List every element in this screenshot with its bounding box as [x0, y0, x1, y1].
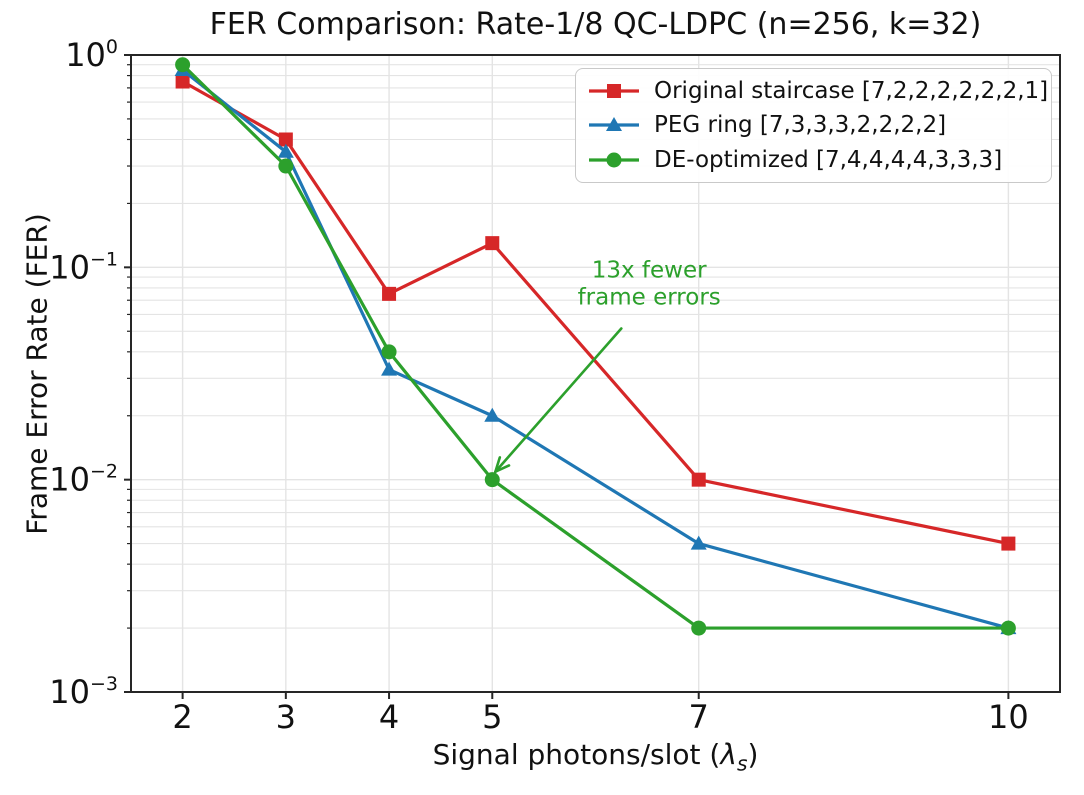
data-point-marker [277, 143, 294, 158]
series-line [181, 63, 1010, 630]
x-axis-label: Signal photons/slot (λs) [131, 738, 1060, 776]
data-point-marker [175, 74, 190, 89]
data-point-marker [485, 236, 500, 251]
legend-label: DE-optimized [7,4,4,4,4,3,3,3] [654, 146, 1003, 173]
series-line [181, 68, 1010, 630]
y-axis-label: Frame Error Rate (FER) [20, 213, 54, 535]
x-tick-label: 5 [482, 698, 502, 736]
legend-label: Original staircase [7,2,2,2,2,2,2,1] [654, 78, 1049, 105]
x-tick-label: 10 [988, 698, 1029, 736]
legend-label: PEG ring [7,3,3,3,2,2,2,2] [654, 112, 947, 139]
y-tick-label: 100 [65, 36, 118, 74]
axes-spines [130, 54, 1061, 693]
series-square [175, 74, 1016, 551]
data-point-marker [691, 620, 707, 636]
legend-item: Original staircase [7,2,2,2,2,2,2,1] [585, 78, 1048, 104]
series-line [181, 79, 1010, 546]
data-point-marker [691, 472, 706, 487]
data-point-marker [278, 132, 293, 147]
y-tick-label: 10−1 [49, 248, 118, 286]
lambda-symbol: λ [720, 738, 737, 771]
y-tick-label: 10−3 [49, 673, 118, 711]
data-point-marker [382, 286, 397, 301]
data-point-marker [484, 407, 501, 422]
data-point-marker [690, 535, 707, 550]
legend-sample-marker [607, 84, 621, 99]
data-point-marker [1001, 536, 1016, 551]
data-point-marker [484, 472, 500, 488]
annotation-text: 13x fewer [592, 258, 707, 284]
x-tick-label: 7 [689, 698, 709, 736]
x-tick-label: 3 [276, 698, 296, 736]
y-tick-label: 10−2 [49, 461, 118, 499]
x-axis-label-prefix: Signal photons/slot ( [432, 738, 721, 771]
legend-item: DE-optimized [7,4,4,4,4,3,3,3] [585, 147, 1043, 173]
legend-sample-marker [606, 152, 622, 168]
legend: Original staircase [7,2,2,2,2,2,2,1] PEG… [575, 68, 1052, 183]
x-tick-label: 4 [379, 698, 399, 736]
x-tick-label: 2 [172, 698, 192, 736]
x-axis-label-suffix: ) [747, 738, 759, 771]
data-point-marker [1000, 620, 1016, 636]
data-point-marker [381, 361, 398, 376]
data-point-marker [381, 344, 397, 360]
legend-line-sample [589, 84, 639, 99]
data-point-marker [175, 57, 191, 73]
legend-line-sample [589, 117, 639, 132]
annotation-arrow-head [494, 464, 511, 474]
series-circle [175, 57, 1016, 636]
chart-title: FER Comparison: Rate-1/8 QC-LDPC (n=256,… [209, 7, 982, 42]
annotation-arrow-shaft [494, 327, 623, 474]
annotation-arrow-head [494, 456, 502, 474]
legend-line-sample [589, 152, 639, 168]
lambda-subscript: s [736, 751, 748, 776]
data-point-marker [278, 158, 294, 174]
legend-item: PEG ring [7,3,3,3,2,2,2,2] [585, 112, 1043, 138]
annotation-text: frame errors [578, 285, 721, 311]
legend-sample-marker [606, 117, 622, 132]
